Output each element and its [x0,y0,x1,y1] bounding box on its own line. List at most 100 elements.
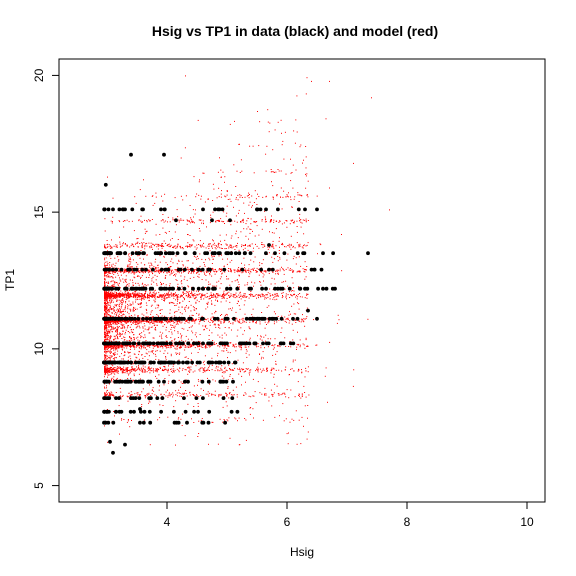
model-point [274,338,276,340]
model-point [204,325,206,327]
model-point [229,123,231,125]
model-point [168,267,170,268]
model-point [146,329,148,331]
model-point [123,301,124,303]
model-point [155,355,157,357]
model-point [104,364,106,366]
model-point [134,368,136,370]
model-point [198,348,200,350]
model-point [303,270,305,272]
model-point [137,303,139,305]
model-point [182,248,184,250]
model-point [109,329,111,331]
model-point [240,345,242,346]
model-point [245,223,247,225]
model-point [241,262,242,264]
model-point [164,193,166,195]
model-point [128,264,130,266]
model-point [172,371,174,373]
model-point [151,304,153,306]
model-point [108,369,110,371]
model-point [182,297,184,299]
model-point [243,304,245,306]
model-point [129,263,131,265]
model-point [112,301,114,303]
model-point [264,321,266,323]
model-point [264,216,266,218]
model-point [134,324,136,325]
model-point [160,345,162,347]
model-point [236,246,238,248]
model-point [151,195,153,197]
model-point [281,242,283,244]
model-point [213,343,215,345]
model-point [108,275,110,277]
model-point [175,294,176,296]
model-point [104,334,106,336]
model-point [218,324,220,326]
model-point [144,246,146,248]
model-point [104,299,105,301]
model-point [175,273,177,275]
model-point [149,274,150,276]
model-point [228,345,230,347]
model-point [121,371,123,373]
model-point [148,295,150,297]
model-point [140,302,142,303]
model-point [138,272,140,273]
model-point [216,271,217,273]
model-point [121,327,123,329]
model-point [159,261,161,263]
model-point [199,320,201,322]
model-point [197,403,199,404]
model-point [132,309,134,311]
model-point [186,219,188,221]
model-point [144,293,146,294]
model-point [163,271,165,272]
model-point [122,394,124,396]
model-point [201,367,203,369]
model-point [116,370,118,372]
model-point [133,368,135,370]
model-point [104,323,106,325]
model-point [106,246,108,248]
model-point [237,329,239,331]
model-point [119,286,120,288]
model-point [156,284,158,286]
model-point [205,347,207,349]
model-point [173,297,175,299]
model-point [112,358,114,360]
model-point [204,294,206,296]
model-point [282,268,284,270]
model-point [129,371,131,373]
model-point [212,183,214,185]
model-point [105,281,107,283]
model-point [106,337,108,339]
model-point [130,305,132,306]
model-point [198,380,200,382]
model-point [135,282,137,284]
model-point [185,320,187,322]
model-point [236,221,238,223]
model-point [202,371,204,373]
model-point [228,278,230,280]
model-point [186,279,188,281]
model-point [240,322,242,324]
model-point [209,370,210,371]
model-point [237,368,238,370]
model-point [250,259,252,261]
model-point [159,270,161,272]
model-point [168,302,170,304]
model-point [175,320,177,322]
model-point [177,297,179,299]
model-point [211,246,213,248]
model-point [191,289,193,291]
model-point [242,317,244,319]
model-point [244,321,246,323]
model-point [305,269,307,271]
model-point [137,336,139,338]
model-point [130,346,132,348]
model-point [152,243,154,245]
model-point [121,333,123,335]
model-point [128,283,130,285]
